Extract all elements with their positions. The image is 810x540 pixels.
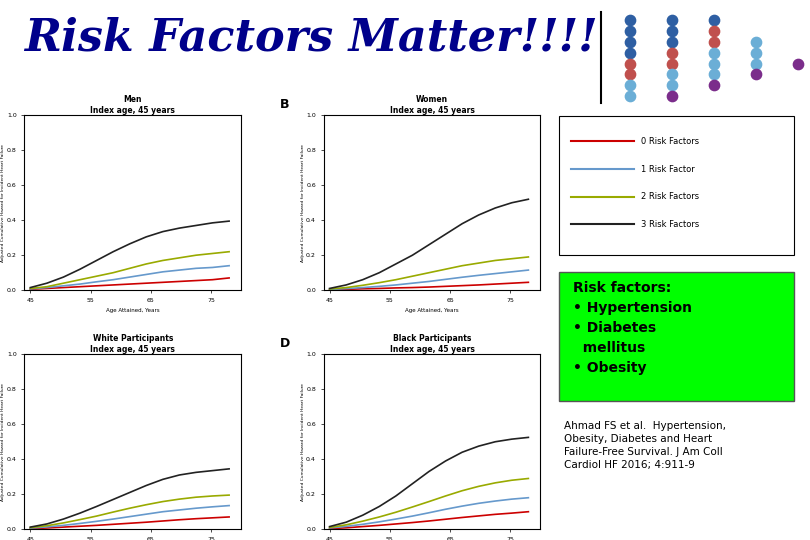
- Point: [708, 49, 721, 57]
- Point: [708, 81, 721, 90]
- Text: Risk Factors Matter!!!!: Risk Factors Matter!!!!: [24, 16, 598, 59]
- Point: [665, 27, 678, 36]
- Point: [708, 59, 721, 68]
- Point: [708, 27, 721, 36]
- Point: [665, 38, 678, 46]
- Point: [708, 16, 721, 25]
- Title: Black Participants
Index age, 45 years: Black Participants Index age, 45 years: [390, 334, 475, 354]
- Text: Risk factors:
• Hypertension
• Diabetes
  mellitus
• Obesity: Risk factors: • Hypertension • Diabetes …: [573, 281, 693, 375]
- Point: [708, 70, 721, 79]
- Text: 2 Risk Factors: 2 Risk Factors: [642, 192, 699, 201]
- Text: 0 Risk Factors: 0 Risk Factors: [642, 137, 699, 146]
- Title: White Participants
Index age, 45 years: White Participants Index age, 45 years: [90, 334, 175, 354]
- Point: [665, 16, 678, 25]
- Point: [665, 49, 678, 57]
- Point: [623, 92, 636, 100]
- FancyBboxPatch shape: [559, 272, 794, 401]
- Text: 1 Risk Factor: 1 Risk Factor: [642, 165, 695, 173]
- Y-axis label: Adjusted Cumulative Hazard for Incident Heart Failure: Adjusted Cumulative Hazard for Incident …: [301, 383, 305, 501]
- X-axis label: Age Attained, Years: Age Attained, Years: [405, 308, 458, 313]
- Point: [750, 38, 763, 46]
- Point: [665, 70, 678, 79]
- Point: [623, 70, 636, 79]
- X-axis label: Age Attained, Years: Age Attained, Years: [106, 308, 160, 313]
- Point: [750, 70, 763, 79]
- Text: 3 Risk Factors: 3 Risk Factors: [642, 220, 700, 229]
- Point: [623, 38, 636, 46]
- Title: Men
Index age, 45 years: Men Index age, 45 years: [90, 95, 175, 114]
- Y-axis label: Adjusted Cumulative Hazard for Incident Heart Failure: Adjusted Cumulative Hazard for Incident …: [2, 144, 6, 262]
- Point: [708, 38, 721, 46]
- Point: [792, 59, 805, 68]
- Y-axis label: Adjusted Cumulative Hazard for Incident Heart Failure: Adjusted Cumulative Hazard for Incident …: [301, 144, 305, 262]
- Title: Women
Index age, 45 years: Women Index age, 45 years: [390, 95, 475, 114]
- Point: [623, 27, 636, 36]
- Point: [750, 59, 763, 68]
- Text: B: B: [280, 98, 290, 111]
- Text: D: D: [280, 337, 291, 350]
- Y-axis label: Adjusted Cumulative Hazard for Incident Heart Failure: Adjusted Cumulative Hazard for Incident …: [2, 383, 6, 501]
- Point: [665, 59, 678, 68]
- Point: [665, 81, 678, 90]
- Point: [665, 92, 678, 100]
- Point: [623, 59, 636, 68]
- Point: [623, 81, 636, 90]
- Point: [750, 49, 763, 57]
- Point: [623, 16, 636, 25]
- Text: Ahmad FS et al.  Hypertension,
Obesity, Diabetes and Heart
Failure-Free Survival: Ahmad FS et al. Hypertension, Obesity, D…: [564, 421, 726, 470]
- Point: [623, 49, 636, 57]
